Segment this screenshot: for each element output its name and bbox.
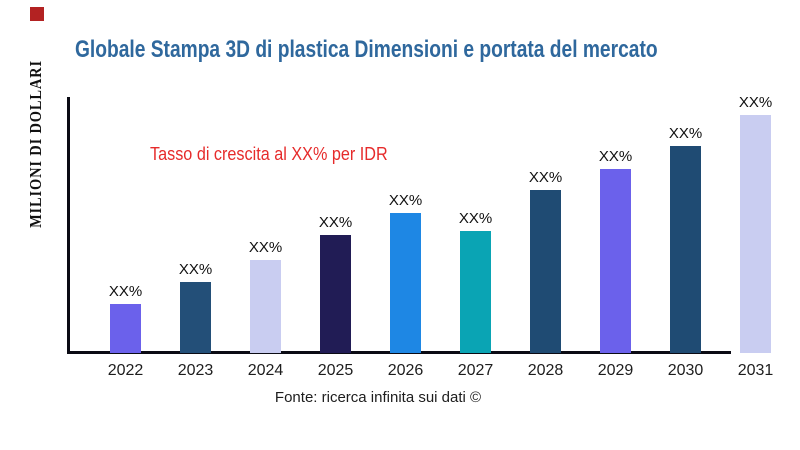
x-tick-label-2028: 2028 xyxy=(527,362,564,379)
x-tick-label-2026: 2026 xyxy=(387,362,424,379)
y-axis-label: MILIONI DI DOLLARI xyxy=(26,60,45,228)
x-tick-label-2025: 2025 xyxy=(317,362,354,379)
bar-value-label-2031: XX% xyxy=(738,94,773,111)
bar-2024 xyxy=(250,260,281,353)
x-tick-label-2024: 2024 xyxy=(247,362,284,379)
bar-value-label-2029: XX% xyxy=(598,148,633,165)
x-tick-label-2027: 2027 xyxy=(457,362,494,379)
bar-value-label-2026: XX% xyxy=(388,192,423,209)
bar-2025 xyxy=(320,235,351,353)
x-tick-label-2023: 2023 xyxy=(177,362,214,379)
x-tick-label-2030: 2030 xyxy=(667,362,704,379)
bar-value-label-2025: XX% xyxy=(318,214,353,231)
bar-2028 xyxy=(530,190,561,353)
bar-2029 xyxy=(600,169,631,353)
bar-value-label-2024: XX% xyxy=(248,239,283,256)
bar-2027 xyxy=(460,231,491,353)
bar-value-label-2028: XX% xyxy=(528,169,563,186)
bar-2023 xyxy=(180,282,211,353)
y-axis-line xyxy=(67,97,70,354)
bar-value-label-2027: XX% xyxy=(458,210,493,227)
bar-value-label-2022: XX% xyxy=(108,283,143,300)
bar-2030 xyxy=(670,146,701,353)
bar-value-label-2023: XX% xyxy=(178,261,213,278)
chart-title: Globale Stampa 3D di plastica Dimensioni… xyxy=(75,36,658,63)
source-note: Fonte: ricerca infinita sui dati © xyxy=(274,389,482,406)
brand-logo-square xyxy=(30,7,44,21)
growth-rate-annotation: Tasso di crescita al XX% per IDR xyxy=(150,144,388,164)
bar-2022 xyxy=(110,304,141,353)
bar-2026 xyxy=(390,213,421,353)
bar-2031 xyxy=(740,115,771,353)
x-tick-label-2022: 2022 xyxy=(107,362,144,379)
x-tick-label-2031: 2031 xyxy=(737,362,774,379)
x-tick-label-2029: 2029 xyxy=(597,362,634,379)
bar-value-label-2030: XX% xyxy=(668,125,703,142)
